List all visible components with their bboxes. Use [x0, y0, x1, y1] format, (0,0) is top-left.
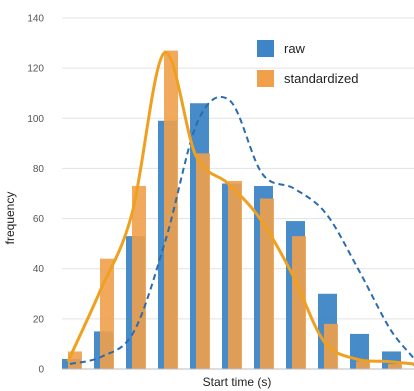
y-tick-label: 40: [33, 264, 45, 275]
standardized-bars: [68, 50, 402, 369]
y-tick-label: 100: [27, 114, 44, 125]
y-tick-label: 20: [33, 314, 45, 325]
standardized-bar: [292, 236, 306, 369]
legend-swatch-standardized: [257, 70, 274, 87]
standardized-bar: [164, 50, 178, 369]
y-tick-labels: 0 20 40 60 80 100 120 140: [27, 14, 44, 376]
standardized-density-curve: [66, 51, 414, 366]
density-curves: [66, 51, 414, 367]
y-tick-label: 0: [38, 365, 44, 376]
legend-swatch-raw: [257, 40, 274, 57]
y-axis-label: frequency: [3, 192, 17, 245]
x-axis-label: Start time (s): [203, 375, 272, 389]
standardized-bar: [228, 180, 242, 369]
raw-density-curve: [69, 95, 414, 367]
legend-label-raw: raw: [284, 41, 306, 56]
standardized-bar: [132, 185, 146, 369]
y-tick-label: 140: [27, 14, 44, 25]
standardized-bar: [196, 153, 210, 369]
y-tick-label: 80: [33, 164, 45, 175]
y-tick-label: 120: [27, 64, 44, 75]
standardized-bar: [260, 198, 274, 369]
legend-label-standardized: standardized: [284, 71, 358, 86]
standardized-bar: [356, 361, 370, 369]
y-tick-label: 60: [33, 214, 45, 225]
standardized-bar: [388, 363, 402, 369]
legend: raw standardized: [257, 40, 358, 87]
standardized-bar: [324, 323, 338, 369]
